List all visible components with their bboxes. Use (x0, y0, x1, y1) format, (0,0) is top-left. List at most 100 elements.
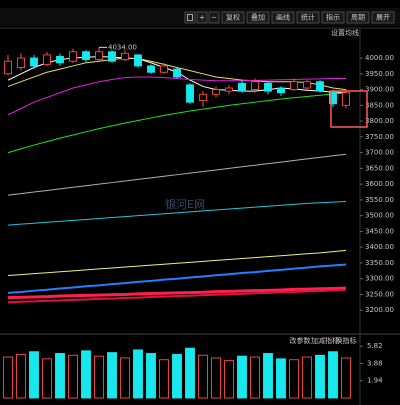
toolbar-button-label[interactable]: 复权 (226, 13, 240, 22)
y-tick-label: 3250.00 (365, 290, 394, 298)
toolbar-button[interactable] (271, 11, 295, 24)
candle-body (342, 92, 350, 106)
volume-bar (81, 350, 91, 399)
candle-body (238, 82, 246, 92)
candle-body (108, 51, 116, 62)
volume-tool[interactable]: 加减指标 (311, 336, 339, 345)
y-tick-label: 3500.00 (365, 212, 394, 220)
annotation: 4034.00 (108, 43, 137, 51)
y-tick-label: 3350.00 (365, 259, 394, 267)
toolbar-button-label[interactable]: 叠加 (251, 13, 265, 22)
icon: − (211, 14, 217, 22)
volume-bar (263, 353, 273, 399)
volume-bar (68, 354, 78, 399)
zoom-in-button[interactable] (196, 11, 208, 24)
volume-bar (328, 351, 338, 399)
y-tick-label: 3400.00 (365, 243, 394, 251)
watermark: 银河E网 (165, 197, 205, 211)
volume-bar (198, 354, 208, 399)
volume-tool[interactable]: 改参数 (290, 336, 311, 345)
y-tick-label: 3750.00 (365, 133, 394, 141)
y-tick-label: 3700.00 (365, 149, 394, 157)
ma-line (7, 153, 347, 196)
volume-bar (289, 359, 299, 399)
candle-body (4, 60, 12, 75)
volume-bar (107, 352, 117, 399)
toolbar-button[interactable] (321, 11, 345, 24)
y-tick-label: 3950.00 (365, 70, 394, 78)
volume-bar (185, 347, 195, 399)
toolbar-button-label[interactable]: 画线 (276, 13, 290, 22)
volume-bar (315, 354, 325, 399)
volume-bar (3, 356, 13, 399)
toolbar-button-label[interactable]: 统计 (301, 13, 315, 22)
volume-bar (250, 356, 260, 399)
y-tick-label: 3200.00 (365, 306, 394, 314)
volume-bar (29, 351, 39, 399)
candle-body (277, 87, 285, 94)
candle-body (134, 54, 142, 67)
ma-setting[interactable]: 设置均线 (331, 28, 359, 37)
candle-body (160, 65, 168, 73)
volume-bar (237, 355, 247, 399)
volume-bar (133, 349, 143, 399)
candle-body (95, 51, 103, 61)
toolbar-button[interactable] (346, 11, 370, 24)
ma-line (7, 92, 347, 154)
y-tick-label: 3650.00 (365, 164, 394, 172)
candle-body (173, 68, 181, 78)
volume-bar (94, 355, 104, 399)
candle-body (43, 54, 51, 65)
icon (187, 14, 193, 21)
ma-line (7, 288, 347, 304)
volume-bar (146, 353, 156, 399)
volume-tick-label: 1.94 (367, 377, 383, 385)
candle-body (199, 93, 207, 102)
y-tick-label: 3800.00 (365, 117, 394, 125)
toolbar-button[interactable] (296, 11, 320, 24)
y-tick-label: 3850.00 (365, 101, 394, 109)
toolbar-button[interactable] (246, 11, 270, 24)
y-tick-label: 3600.00 (365, 180, 394, 188)
ma-line (7, 286, 347, 300)
y-tick-label: 3300.00 (365, 275, 394, 283)
candle-body (82, 51, 90, 61)
ma-line (7, 263, 347, 294)
candle-body (30, 57, 38, 67)
candle-body (251, 81, 259, 91)
plot: 4000.00 3950.00 3900.00 3850.00 3800.00 3750.… (3, 43, 394, 399)
toolbar-button-label[interactable]: 周期 (351, 14, 365, 22)
candle-body (225, 87, 233, 92)
y-tick-label: 3550.00 (365, 196, 394, 204)
volume-bar (341, 357, 351, 399)
volume-bar (224, 360, 234, 399)
volume-tick-label: 5.82 (367, 342, 383, 350)
volume-bar (55, 353, 65, 399)
candle-body (290, 81, 298, 91)
zoom-out-button[interactable] (208, 11, 220, 24)
toolbar-button[interactable] (221, 11, 245, 24)
toolbar-button[interactable] (371, 11, 395, 24)
volume-bar (120, 357, 130, 399)
candle-body (56, 56, 64, 64)
volume-bar (42, 358, 52, 399)
volume-tool[interactable]: 换指标 (336, 336, 357, 345)
ma-line (7, 76, 346, 116)
candle-body (316, 81, 324, 92)
volume-bar (159, 359, 169, 399)
ma-line (7, 249, 347, 277)
volume-tick-label: 3.88 (367, 359, 383, 367)
volume-bar (302, 356, 312, 399)
candle-body (17, 57, 25, 68)
candle-body (147, 65, 155, 73)
toolbar-button-label[interactable]: 指示 (326, 13, 340, 22)
icon: + (199, 14, 205, 22)
icon-button[interactable] (184, 11, 196, 24)
toolbar-buttons: 复权 叠加 画线 统计 指示 周期 展开 (221, 11, 395, 24)
candle-body (69, 51, 77, 62)
highlight-box (330, 90, 368, 128)
toolbar-button-label[interactable]: 展开 (376, 14, 390, 22)
y-tick-label: 4000.00 (365, 54, 394, 62)
